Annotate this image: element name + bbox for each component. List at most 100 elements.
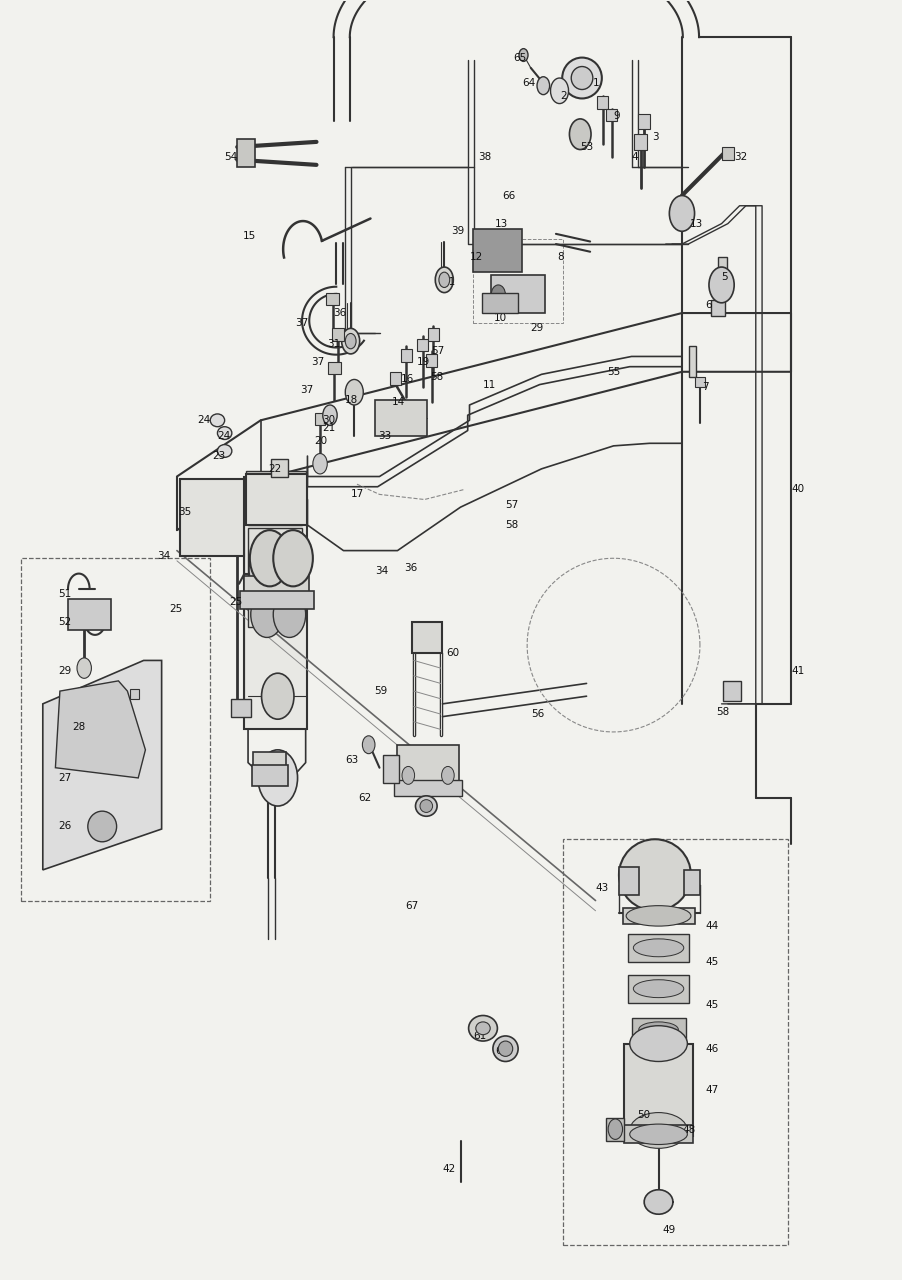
Bar (473, 229, 521, 273)
Circle shape (401, 767, 414, 785)
Text: 49: 49 (661, 1225, 675, 1235)
Text: 15: 15 (243, 232, 255, 242)
Bar (605, 109, 616, 122)
Bar (411, 622, 442, 653)
Bar (717, 257, 726, 293)
Ellipse shape (571, 67, 593, 90)
Circle shape (362, 736, 374, 754)
Text: 52: 52 (58, 617, 71, 627)
Text: 36: 36 (333, 308, 346, 317)
Bar (618, 868, 638, 896)
Text: 14: 14 (391, 397, 405, 407)
Bar (621, 909, 694, 924)
Circle shape (312, 453, 327, 474)
Text: 59: 59 (373, 686, 387, 696)
Text: 16: 16 (400, 375, 414, 384)
Text: 58: 58 (715, 707, 729, 717)
Ellipse shape (629, 1112, 686, 1148)
Bar (244, 576, 308, 594)
Ellipse shape (468, 1015, 497, 1041)
Text: 22: 22 (268, 463, 281, 474)
Text: 26: 26 (58, 822, 71, 832)
Bar (623, 1125, 692, 1143)
Text: 61: 61 (473, 1030, 486, 1041)
Text: 13: 13 (494, 219, 508, 229)
Ellipse shape (629, 1025, 686, 1061)
Text: 53: 53 (580, 142, 593, 152)
Bar (694, 376, 704, 387)
Text: 4: 4 (630, 152, 638, 163)
Bar (374, 399, 427, 435)
Text: 45: 45 (704, 957, 718, 966)
Text: 60: 60 (446, 648, 459, 658)
Circle shape (441, 767, 454, 785)
Ellipse shape (632, 938, 683, 956)
Text: 23: 23 (212, 451, 225, 461)
Bar (417, 339, 428, 351)
Text: 67: 67 (405, 901, 419, 910)
Text: 24: 24 (198, 415, 211, 425)
Text: 11: 11 (483, 380, 496, 389)
Text: 63: 63 (345, 755, 358, 765)
Text: 64: 64 (522, 78, 535, 88)
Text: 20: 20 (313, 435, 327, 445)
Bar (248, 579, 302, 627)
Text: 66: 66 (502, 191, 515, 201)
Bar (248, 480, 302, 525)
Text: 34: 34 (157, 550, 170, 561)
Text: 31: 31 (442, 278, 456, 288)
Text: 41: 41 (791, 666, 805, 676)
Text: 19: 19 (416, 357, 429, 366)
Bar (130, 689, 139, 699)
Text: 37: 37 (310, 357, 324, 366)
Polygon shape (42, 660, 161, 870)
Bar (393, 781, 462, 796)
Text: 18: 18 (345, 396, 358, 404)
Text: 9: 9 (612, 111, 620, 122)
Text: 48: 48 (681, 1125, 695, 1135)
Ellipse shape (629, 1124, 686, 1144)
Bar (253, 753, 286, 768)
Circle shape (322, 404, 336, 425)
Circle shape (519, 49, 528, 61)
Circle shape (77, 658, 91, 678)
Bar (627, 934, 688, 961)
Text: 31: 31 (327, 339, 340, 348)
Text: 17: 17 (350, 489, 364, 499)
Bar (623, 1043, 692, 1135)
Text: 12: 12 (469, 252, 483, 262)
Bar (688, 346, 695, 376)
Circle shape (249, 544, 285, 595)
Bar (723, 681, 741, 701)
Ellipse shape (491, 285, 505, 306)
Ellipse shape (708, 268, 733, 303)
Text: 13: 13 (689, 219, 703, 229)
Text: 46: 46 (704, 1043, 718, 1053)
Bar (231, 699, 251, 717)
Text: 8: 8 (557, 252, 563, 262)
Text: 37: 37 (300, 385, 313, 394)
Text: 43: 43 (595, 883, 608, 892)
Text: 10: 10 (493, 314, 506, 323)
Bar (331, 329, 344, 342)
Text: 28: 28 (72, 722, 86, 732)
Text: 36: 36 (403, 563, 417, 573)
Bar (21, 558, 210, 901)
Text: 2: 2 (560, 91, 566, 101)
Text: 58: 58 (505, 520, 518, 530)
Bar (426, 353, 437, 366)
Circle shape (435, 268, 453, 293)
Ellipse shape (415, 796, 437, 817)
Bar (605, 1117, 623, 1140)
Bar (272, 458, 288, 476)
Polygon shape (55, 681, 145, 778)
Bar (473, 239, 563, 324)
Text: 44: 44 (704, 922, 718, 931)
Bar (683, 870, 699, 896)
Text: 34: 34 (374, 566, 388, 576)
Bar (482, 293, 518, 314)
Text: 45: 45 (704, 1000, 718, 1010)
Bar (397, 745, 458, 783)
Text: 57: 57 (505, 499, 518, 509)
Bar (390, 371, 400, 384)
